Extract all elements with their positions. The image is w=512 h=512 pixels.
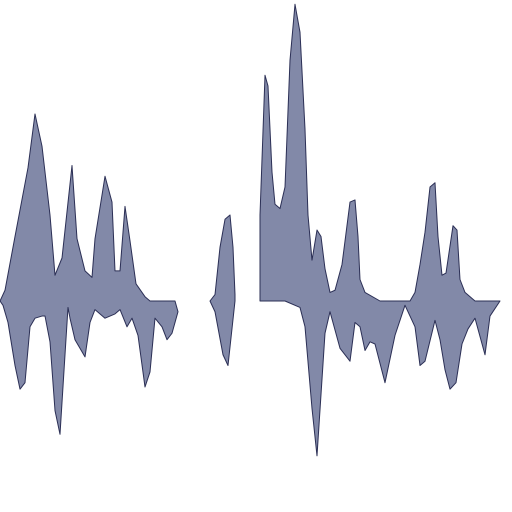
area-segment-1-3 — [259, 3, 501, 457]
area-segment-1-2 — [209, 214, 236, 366]
plot-area — [0, 3, 501, 457]
area-segment-1-1 — [0, 113, 179, 435]
